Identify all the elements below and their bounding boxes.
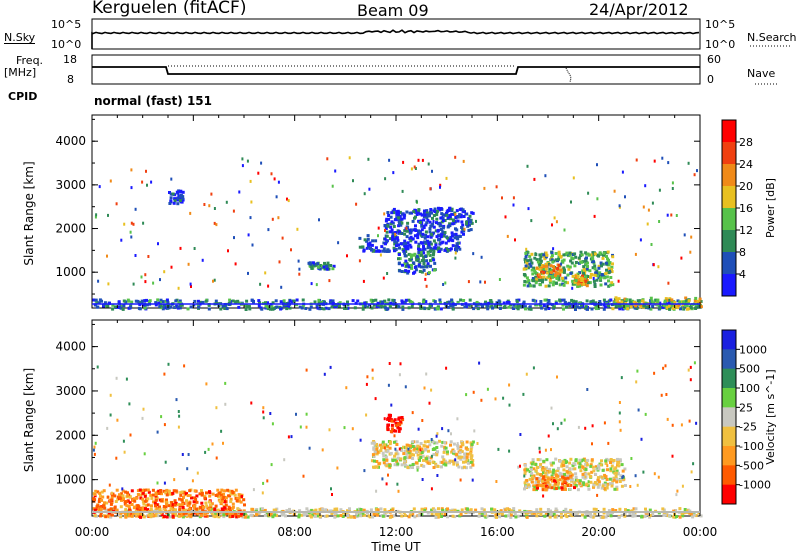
y-tick-label: 1000 — [55, 265, 86, 279]
colorbar-band — [722, 120, 736, 143]
y-tick-label: 4000 — [55, 134, 86, 148]
y-tick-label: 4000 — [55, 340, 86, 354]
colorbar-band — [722, 208, 736, 231]
colorbar-band — [722, 465, 736, 486]
colorbar-tick-label: 8 — [739, 246, 746, 259]
power-colorbar: 4 8 12 16 20 24 28 Power [dB] — [721, 119, 777, 297]
scatter-region — [92, 488, 247, 519]
noise-right-tick-top: 10^5 — [705, 18, 736, 31]
colorbar-tick-label: -25 — [739, 421, 757, 434]
colorbar-tick-label: -1000 — [739, 479, 771, 492]
scatter-region — [535, 475, 576, 492]
colorbar-band — [722, 407, 736, 428]
colorbar-tick-label: 16 — [739, 202, 753, 215]
x-tick-label: 04:00 — [176, 525, 211, 539]
scatter-region — [386, 413, 405, 434]
scatter-region — [358, 232, 462, 254]
velocity-frame — [91, 319, 701, 517]
velocity-scatter — [92, 413, 703, 519]
colorbar-tick-label: 4 — [739, 268, 746, 281]
sparse-echoes — [94, 155, 698, 290]
noise-sky-label: N.Sky — [4, 31, 36, 44]
velocity-colorbar: 1000 500 100 25 -25 -100 -500 -1000 Velocity [m … — [721, 329, 777, 505]
colorbar-tick-label: 24 — [739, 158, 753, 171]
freq-line — [92, 66, 700, 75]
freq-label-1: Freq. — [16, 54, 44, 67]
freq-left-tick-bottom: 8 — [67, 73, 74, 86]
station-title: Kerguelen (fitACF) — [92, 0, 247, 18]
colorbar-band — [722, 186, 736, 209]
colorbar-band — [722, 368, 736, 389]
colorbar-frame — [721, 329, 737, 505]
sparse-echoes — [92, 361, 698, 499]
noise-right-tick-bottom: 10^0 — [705, 38, 736, 51]
nave-dip — [565, 67, 572, 83]
freq-panel-frame — [91, 54, 701, 85]
colorbar-label: Velocity [m s^-1] — [764, 369, 777, 464]
colorbar-band — [722, 330, 736, 350]
colorbar-tick-label: 20 — [739, 180, 753, 193]
y-tick-label: 1000 — [55, 473, 86, 487]
colorbar-band — [722, 274, 736, 297]
nave-right-tick-top: 60 — [707, 53, 721, 66]
power-scatter — [92, 189, 703, 311]
colorbar-band — [722, 164, 736, 187]
y-axis-label: Slant Range [km] — [22, 368, 36, 472]
noise-left-tick-bottom: 10^0 — [51, 38, 82, 51]
noise-search-label: N.Search — [747, 31, 797, 44]
freq-left-tick-top: 18 — [63, 53, 77, 66]
colorbar-tick-label: 25 — [739, 401, 753, 414]
x-tick-label: 00:00 — [683, 525, 718, 539]
colorbar-tick-label: 12 — [739, 224, 753, 237]
colorbar-label: Power [dB] — [764, 178, 777, 238]
x-tick-label: 00:00 — [75, 525, 110, 539]
scatter-region — [397, 250, 437, 276]
colorbar-band — [722, 484, 736, 505]
colorbar-band — [722, 426, 736, 447]
colorbar-tick-label: 1000 — [739, 343, 767, 356]
cpid-value: normal (fast) 151 — [94, 94, 212, 108]
y-tick-label: 2000 — [55, 428, 86, 442]
noise-left-tick-top: 10^5 — [51, 18, 82, 31]
scatter-region — [383, 206, 475, 236]
colorbar-tick-label: -100 — [739, 440, 764, 453]
y-tick-label: 3000 — [55, 384, 86, 398]
colorbar-tick-label: 100 — [739, 382, 760, 395]
scatter-region — [168, 189, 185, 206]
colorbar-tick-label: 500 — [739, 363, 760, 376]
freq-label-2: [MHz] — [4, 66, 37, 79]
colorbar-tick-label: -500 — [739, 459, 764, 472]
noise-sky-line — [91, 29, 700, 49]
colorbar-band — [722, 230, 736, 253]
x-tick-label: 16:00 — [480, 525, 515, 539]
scatter-region — [307, 261, 336, 271]
power-panel: 1000 2000 3000 4000 Slant Range [km] 4 8 12 16 20… — [22, 114, 777, 311]
colorbar-band — [722, 388, 736, 408]
x-tick-label: 08:00 — [277, 525, 312, 539]
colorbar-band — [722, 142, 736, 165]
x-tick-label: 12:00 — [379, 525, 414, 539]
y-tick-label: 2000 — [55, 222, 86, 236]
x-tick-label: 20:00 — [581, 525, 616, 539]
x-axis-label: Time UT — [370, 540, 421, 554]
nave-label: Nave — [747, 67, 776, 80]
colorbar-band — [722, 349, 736, 370]
scatter-region — [370, 439, 475, 470]
cpid-label: CPID — [8, 90, 38, 103]
y-tick-label: 3000 — [55, 178, 86, 192]
scatter-region — [573, 274, 589, 288]
y-axis-label: Slant Range [km] — [22, 161, 36, 265]
colorbar-tick-label: 28 — [739, 136, 753, 149]
date-label: 24/Apr/2012 — [589, 0, 689, 19]
colorbar-band — [722, 446, 736, 466]
colorbar-band — [722, 252, 736, 275]
scatter-region — [535, 263, 563, 280]
beam-label: Beam 09 — [357, 1, 429, 20]
nave-right-tick-bottom: 0 — [707, 73, 714, 86]
